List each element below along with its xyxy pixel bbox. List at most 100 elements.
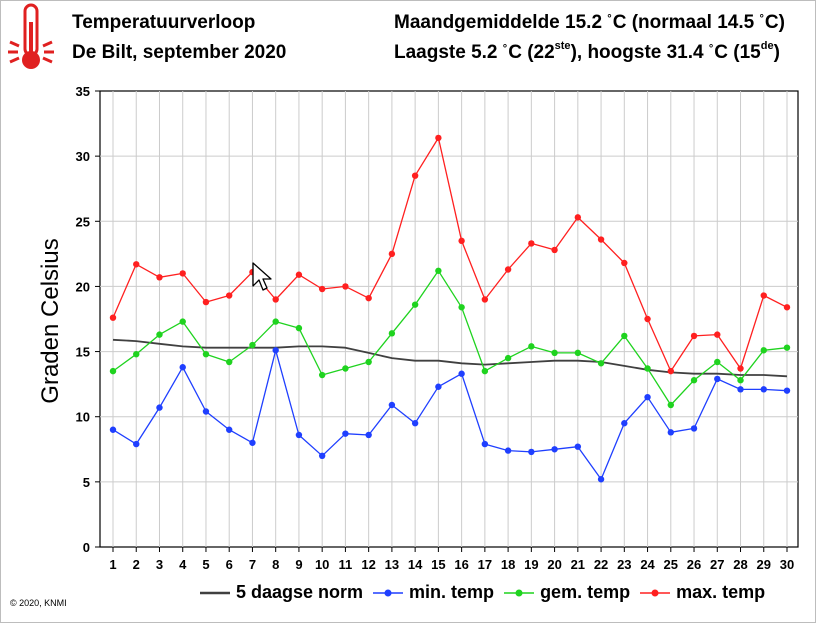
- data-point-max: [644, 315, 651, 323]
- data-point-min: [272, 347, 279, 354]
- data-point-max: [714, 331, 721, 338]
- data-point-avg: [179, 318, 186, 325]
- lowest-text: Laagste 5.2: [394, 42, 498, 63]
- x-tick-label: 24: [640, 557, 655, 572]
- degree-sign: °: [708, 43, 714, 55]
- data-point-min: [621, 420, 628, 427]
- x-tick-label: 16: [454, 557, 468, 572]
- data-point-max: [481, 296, 489, 303]
- data-point-min: [737, 386, 744, 393]
- data-point-avg: [481, 367, 489, 375]
- legend-label-norm: 5 daagse norm: [236, 582, 364, 602]
- data-point-min: [156, 404, 163, 411]
- data-point-max: [504, 266, 512, 273]
- x-tick-label: 29: [757, 557, 771, 572]
- legend-item-avg: gem. temp: [504, 582, 630, 603]
- y-tick-label: 35: [76, 84, 90, 99]
- data-point-max: [597, 236, 605, 243]
- data-point-max: [551, 246, 558, 254]
- data-point-min: [133, 440, 140, 448]
- x-tick-label: 7: [249, 557, 256, 572]
- degree-sign: °: [502, 43, 508, 55]
- x-tick-label: 25: [664, 557, 678, 572]
- data-point-max: [783, 304, 791, 311]
- degree-sign: °: [759, 13, 764, 25]
- data-point-avg: [156, 331, 163, 338]
- x-tick-label: 4: [179, 557, 187, 572]
- data-point-min: [226, 426, 233, 433]
- data-point-min: [411, 420, 419, 427]
- data-point-max: [179, 270, 186, 277]
- x-tick-label: 8: [272, 557, 279, 572]
- data-point-min: [365, 431, 372, 439]
- x-tick-label: 1: [109, 557, 116, 572]
- x-tick-label: 11: [339, 557, 353, 572]
- data-point-max: [435, 134, 442, 142]
- data-point-avg: [504, 354, 512, 362]
- extremes-summary: Laagste 5.2 °C (22ste), hoogste 31.4 °C …: [394, 40, 780, 64]
- data-point-avg: [667, 401, 674, 409]
- data-point-max: [295, 271, 303, 278]
- data-point-avg: [737, 377, 744, 384]
- lowest-unit: C (22: [508, 42, 555, 63]
- x-tick-label: 13: [385, 557, 399, 572]
- legend-label-max: max. temp: [676, 582, 766, 602]
- data-point-max: [133, 261, 140, 268]
- data-point-max: [621, 259, 628, 267]
- data-point-avg: [690, 377, 698, 384]
- data-point-avg: [597, 360, 605, 367]
- data-point-min: [528, 448, 535, 456]
- data-point-max: [411, 172, 419, 179]
- data-point-max: [109, 314, 117, 321]
- monthly-average-unit: C (normaal 14.5: [612, 12, 755, 33]
- data-point-max: [667, 367, 674, 375]
- x-tick-label: 3: [156, 557, 163, 572]
- data-point-avg: [226, 358, 233, 366]
- lowest-day-suffix: ste: [554, 40, 571, 52]
- data-point-min: [109, 426, 117, 433]
- x-tick-label: 14: [408, 557, 423, 572]
- x-tick-label: 26: [687, 557, 701, 572]
- x-tick-label: 22: [594, 557, 608, 572]
- series-line-max: [112, 137, 788, 372]
- data-point-max: [458, 237, 465, 245]
- data-point-min: [458, 370, 465, 377]
- x-tick-label: 5: [202, 557, 209, 572]
- monthly-average-summary: Maandgemiddelde 15.2 °C (normaal 14.5 °C…: [394, 12, 785, 34]
- monthly-average-end: C): [764, 12, 785, 33]
- data-point-min: [342, 430, 349, 437]
- x-tick-label: 2: [133, 557, 140, 572]
- data-point-max: [388, 250, 396, 258]
- plot-area: [99, 90, 799, 548]
- data-point-min: [388, 401, 396, 409]
- highest-day-suffix: de: [760, 40, 774, 52]
- data-point-avg: [109, 367, 117, 375]
- y-tick-label: 5: [83, 475, 90, 490]
- data-point-avg: [272, 318, 279, 325]
- data-point-max: [156, 274, 163, 281]
- data-point-avg: [760, 347, 767, 354]
- data-point-max: [528, 240, 535, 247]
- data-point-avg: [714, 358, 721, 366]
- data-point-avg: [621, 332, 628, 340]
- thermometer-icon: [8, 3, 54, 69]
- legend-item-max: max. temp: [640, 582, 765, 603]
- data-point-min: [481, 440, 489, 448]
- legend-swatch-max: [640, 589, 671, 596]
- legend-swatch-norm: [200, 591, 230, 594]
- data-point-avg: [644, 365, 651, 372]
- data-point-avg: [133, 350, 140, 358]
- chart-legend: 5 daagse norm min. temp gem. temp max. t…: [200, 582, 775, 603]
- data-point-min: [295, 431, 303, 439]
- data-point-avg: [295, 324, 303, 332]
- x-tick-label: 20: [547, 557, 561, 572]
- data-point-avg: [551, 349, 558, 357]
- y-tick-label: 15: [76, 345, 90, 360]
- series-line-min: [112, 349, 788, 480]
- degree-sign: °: [607, 13, 612, 25]
- legend-item-min: min. temp: [373, 582, 494, 603]
- data-point-max: [342, 283, 349, 290]
- chart-subtitle: De Bilt, september 2020: [72, 42, 287, 63]
- data-point-min: [644, 393, 651, 401]
